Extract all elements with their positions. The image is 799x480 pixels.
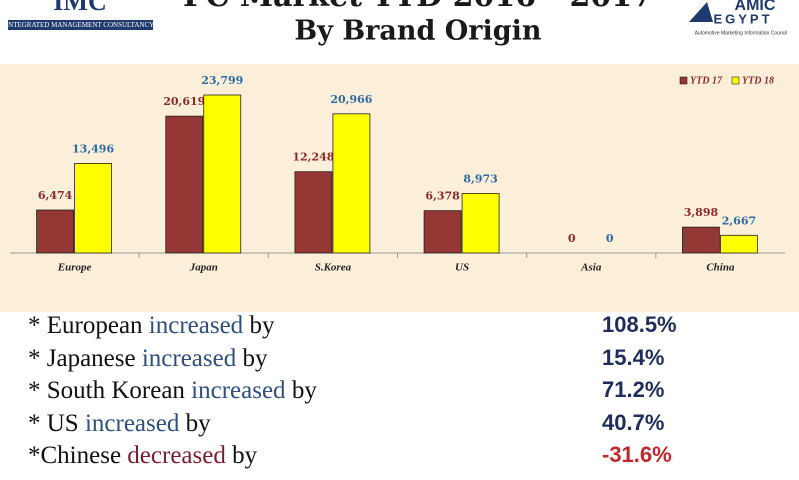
note-row: *Chinese decreased by -31.6% (28, 442, 788, 475)
legend-swatch (679, 76, 688, 85)
data-label: 6,378 (425, 190, 460, 203)
note-by: by (249, 312, 275, 339)
note-by: by (232, 442, 258, 469)
logo-text: Automotive Marketing Information Council (695, 30, 788, 36)
data-label: 13,496 (72, 142, 114, 155)
note-verb: decreased (127, 442, 226, 469)
note-subject: *Chinese (28, 442, 122, 469)
note-value: -31.6% (602, 442, 672, 467)
logo-band (8, 20, 153, 30)
note-row: * European increased by 108.5% (28, 312, 788, 345)
bar (332, 113, 371, 254)
note-verb: increased (191, 377, 286, 404)
note-subject: * US (28, 409, 79, 437)
note-value: 40.7% (602, 409, 665, 435)
data-label: 0 (568, 232, 576, 245)
title: PC Market YTD 2016 - 2017 (183, 0, 653, 14)
data-label: 3,898 (684, 206, 719, 219)
note-subject: * South Korean (28, 377, 185, 404)
logo-sub: EGYPT (713, 11, 772, 26)
bar (74, 163, 112, 254)
x-tick-label: S.Korea (315, 262, 352, 274)
x-tick-label: Japan (189, 262, 218, 274)
bar (423, 210, 462, 254)
data-label: 0 (606, 232, 614, 245)
data-label: 2,667 (722, 214, 756, 227)
note-verb: increased (148, 312, 244, 339)
note-row: * Japanese increased by 15.4% (28, 345, 788, 378)
logo-name: AMIC (735, 0, 776, 14)
logo-name: IMC (53, 0, 106, 16)
subtitle: By Brand Origin (294, 16, 541, 47)
logo-right: AMIC EGYPT Automotive Marketing Informat… (689, 0, 788, 36)
note-value: 108.5% (602, 312, 677, 337)
title-area: PC Market YTD 2016 - 2017 By Brand Origi… (183, 0, 653, 47)
logo-mark (689, 2, 713, 22)
chart-background (0, 64, 799, 312)
legend-label: YTD 17 (690, 75, 723, 86)
logo-text: Integrated Management Consultancy (8, 21, 154, 29)
note-by: by (242, 344, 268, 372)
notes: * European increased by 108.5% * Japanese … (28, 312, 788, 475)
bar (720, 234, 758, 254)
data-label: 6,474 (38, 189, 73, 202)
note-subject: * European (28, 312, 143, 339)
x-tick-label: Asia (580, 262, 602, 274)
note-value: 15.4% (602, 344, 665, 370)
data-label: 8,973 (463, 172, 497, 185)
note-row: * US increased by 40.7% (28, 410, 788, 443)
x-tick-label: US (455, 262, 469, 274)
data-label: 12,248 (292, 151, 334, 164)
x-tick-label: Europe (57, 262, 92, 274)
x-tick-label: China (706, 262, 735, 274)
bar (165, 115, 204, 254)
note-row: * South Korean increased by 71.2% (28, 377, 788, 410)
note-value: 71.2% (602, 377, 665, 402)
bar (294, 171, 333, 254)
data-label: 20,619 (163, 95, 205, 108)
chart: Europe 6,474 13,496 Japan 20,619 23,799 S.Kore… (0, 64, 799, 312)
logo-left: IMC Integrated Management Consultancy (8, 0, 154, 30)
note-verb: increased (84, 409, 180, 437)
data-label: 20,966 (330, 93, 372, 106)
bar (36, 209, 74, 254)
note-by: by (185, 409, 211, 437)
bar (203, 94, 242, 254)
note-verb: increased (141, 344, 237, 372)
note-subject: * Japanese (28, 344, 136, 372)
note-by: by (291, 377, 317, 404)
legend-label: YTD 18 (742, 75, 774, 86)
bar (682, 226, 720, 254)
bar (461, 193, 500, 254)
data-label: 23,799 (201, 74, 243, 87)
legend-swatch (731, 76, 740, 85)
